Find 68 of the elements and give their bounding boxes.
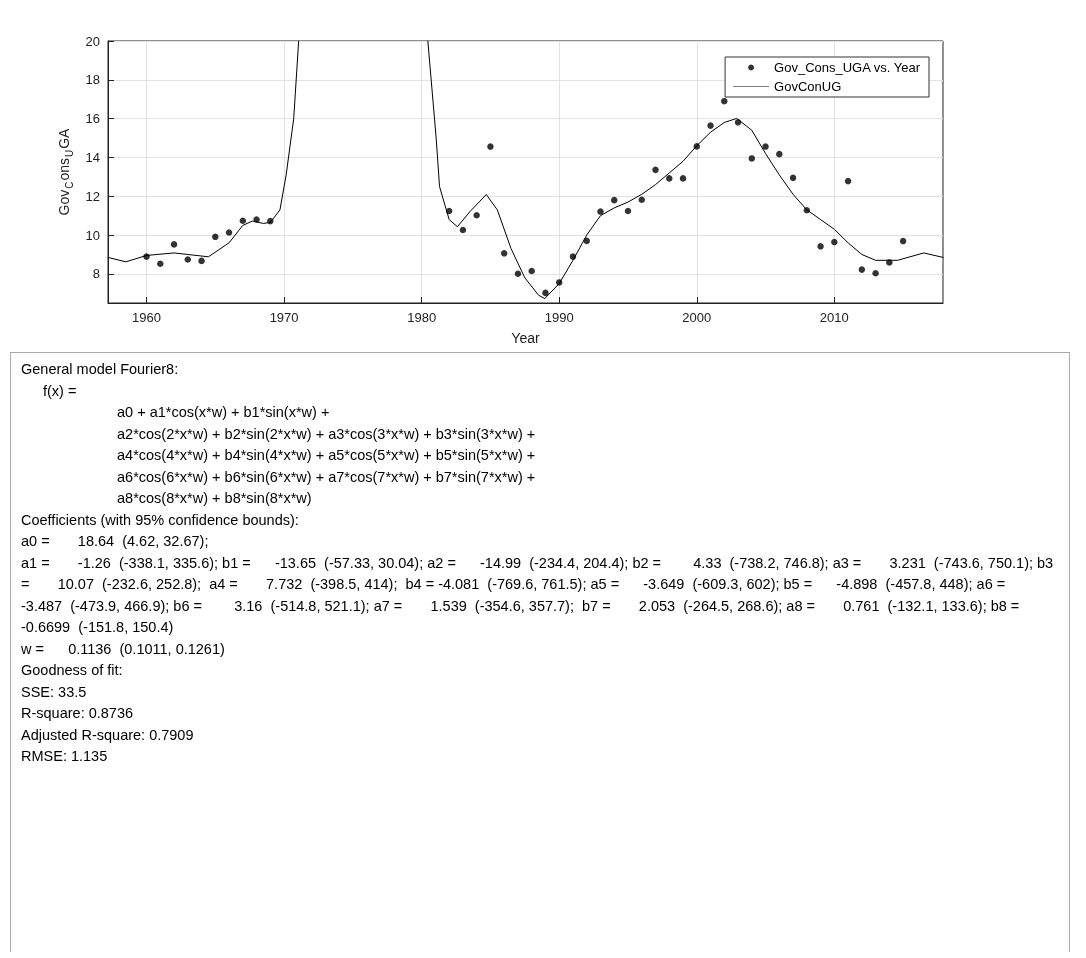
point bbox=[514, 270, 522, 277]
point bbox=[762, 143, 769, 150]
text: a6*cos(6*x*w) + b6*sin(6*x*w) + a7*cos(7*x*w) + b7*sin(7*x*w) + bbox=[116, 467, 537, 487]
text: a2*cos(2*x*w) + b2*sin(2*x*w) + a3*cos(3*x*w) + b3*sin(3*x*w) + bbox=[116, 424, 537, 444]
y-axis-title: GovConsUGA bbox=[55, 127, 76, 216]
text: SSE: 33.5 bbox=[21, 682, 88, 702]
point bbox=[239, 217, 247, 224]
y-tick-label: 8 bbox=[92, 266, 100, 282]
point bbox=[721, 97, 728, 105]
point bbox=[487, 143, 494, 150]
text: a1 = -1.26 (-338.1, 335.6); b1 = -13.65 (-57.33, 30.04); a2 = -14.99 (-234.4, 204.4); b2 = 4.33 (-738.2, 746.8); a3 = 3.231 (-743.6, 750.1); b3 = 10.07 (-232.6, 252.8); a4 = 7.732 (-398.5, 414); b4 = -4.081 (-769.6, 761.5); a5 = -3.649 (-609.3, 602); b5 = -4.898 (-457.8, 448); a6 = -3.487 (-473.9, 466.9); b6 = 3.16 (-514.8, 521.1); a7 = 1.539 (-354.6, 357.7); b7 = 2.053 (-264.5, 268.6); a8 = 0.761 (-132.1, 133.6); b8 = -0.6699 (-151.8, 150.4) bbox=[21, 553, 1055, 637]
point bbox=[789, 174, 797, 182]
x-tick-label: 2010 bbox=[819, 310, 849, 325]
point bbox=[679, 175, 687, 182]
text: RMSE: 1.135 bbox=[21, 747, 109, 766]
point bbox=[528, 267, 535, 275]
point bbox=[831, 238, 838, 246]
point bbox=[583, 237, 590, 245]
point bbox=[610, 196, 618, 204]
point bbox=[225, 229, 233, 236]
x-axis-title: Year bbox=[511, 330, 540, 346]
point bbox=[624, 207, 632, 215]
legend-label: Gov_Cons_UGA vs. Year bbox=[774, 60, 921, 75]
point bbox=[652, 166, 659, 174]
text: General model Fourier8: bbox=[21, 360, 180, 379]
point bbox=[253, 216, 260, 223]
point bbox=[872, 270, 879, 277]
point bbox=[184, 256, 192, 263]
point bbox=[707, 122, 714, 129]
point bbox=[748, 155, 756, 162]
point bbox=[473, 212, 480, 219]
text: a0 + a1*cos(x*w) + b1*sin(x*w) + bbox=[116, 403, 331, 422]
point bbox=[500, 250, 508, 257]
point bbox=[858, 266, 866, 273]
x-tick-label: 1990 bbox=[544, 310, 574, 325]
point bbox=[542, 289, 549, 297]
point bbox=[157, 260, 164, 268]
point bbox=[666, 175, 673, 182]
x-tick-label: 1980 bbox=[407, 310, 437, 325]
text: w = 0.1136 (0.1011, 0.1261) bbox=[21, 639, 226, 659]
x-tick-label: 1960 bbox=[132, 310, 161, 325]
text: Coefficients (with 95% confidence bounds): bbox=[21, 510, 300, 530]
y-tick-label: 18 bbox=[85, 72, 100, 88]
point bbox=[844, 177, 852, 185]
text: a0 = 18.64 (4.62, 32.67); bbox=[21, 532, 210, 551]
text: Adjusted R-square: 0.7909 bbox=[21, 725, 195, 745]
point bbox=[459, 226, 467, 234]
text: Goodness of fit: bbox=[21, 661, 124, 680]
x-tick-label: 1970 bbox=[269, 310, 299, 325]
y-tick-label: 12 bbox=[85, 188, 100, 204]
y-tick-label: 10 bbox=[85, 227, 100, 243]
point bbox=[212, 233, 219, 241]
y-tick-label: 14 bbox=[85, 149, 100, 165]
point bbox=[817, 243, 824, 250]
text: f(x) = bbox=[42, 381, 78, 401]
text: a4*cos(4*x*w) + b4*sin(4*x*w) + a5*cos(5*x*w) + b5*sin(5*x*w) + bbox=[116, 446, 537, 465]
point bbox=[776, 150, 783, 158]
text: a8*cos(8*x*w) + b8*sin(8*x*w) bbox=[116, 489, 313, 508]
point bbox=[899, 237, 907, 245]
point bbox=[597, 208, 604, 215]
text: R-square: 0.8736 bbox=[21, 704, 135, 723]
point bbox=[198, 257, 205, 265]
y-tick-label: 20 bbox=[85, 33, 100, 49]
legend-label: GovConUG bbox=[774, 79, 842, 94]
point bbox=[638, 196, 645, 203]
point bbox=[170, 241, 178, 248]
y-tick-label: 16 bbox=[85, 111, 100, 127]
x-tick-label: 2000 bbox=[682, 310, 712, 325]
